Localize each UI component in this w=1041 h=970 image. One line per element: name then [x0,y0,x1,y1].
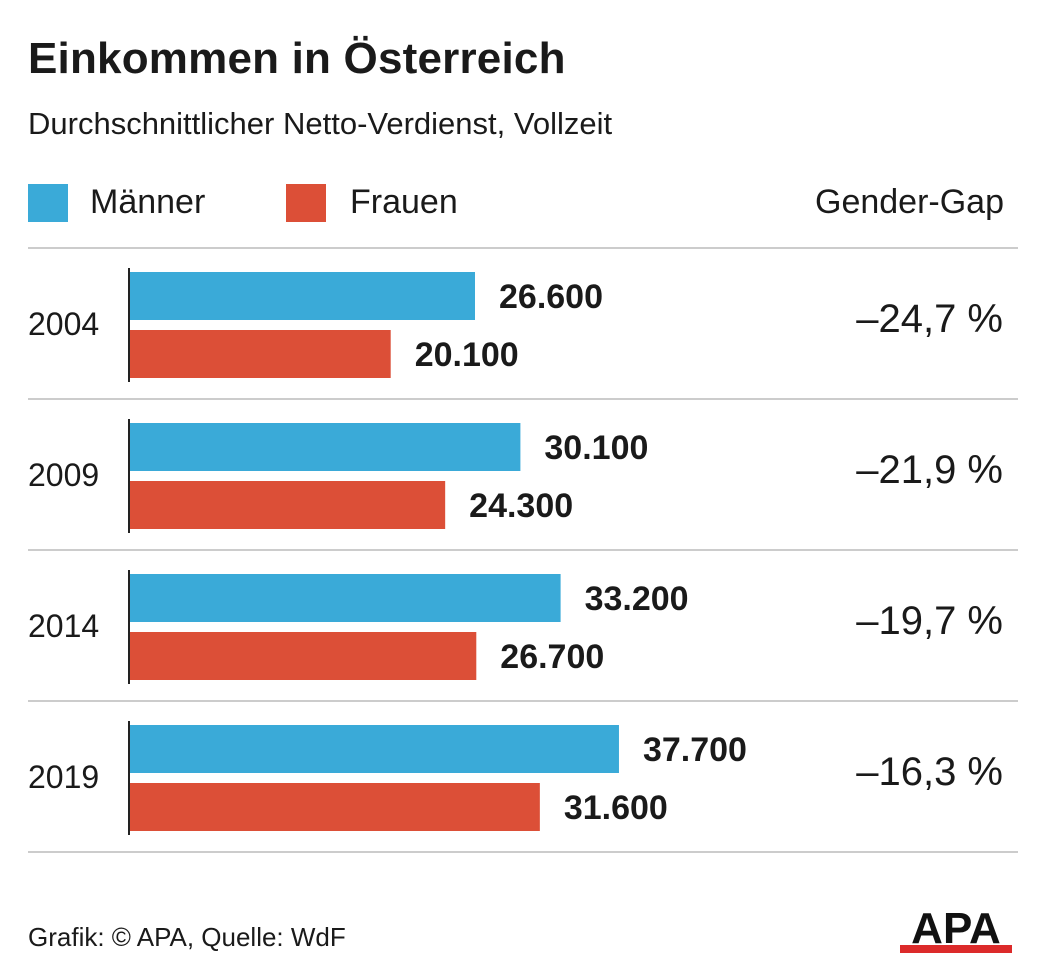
gender-gap-2019: –16,3 % [856,750,1003,794]
value-label-women-2004: 20.100 [415,336,519,374]
year-label-2019: 2019 [28,759,99,795]
year-label-2014: 2014 [28,608,99,644]
legend-swatch-men [28,184,68,222]
bar-men-2014 [130,574,561,622]
apa-logo: APA [900,905,1012,953]
bar-women-2019 [130,783,540,831]
bar-men-2019 [130,725,619,773]
bar-women-2014 [130,632,477,680]
value-label-women-2014: 26.700 [500,638,604,676]
gender-gap-2014: –19,7 % [856,599,1003,643]
year-label-2009: 2009 [28,457,99,493]
gender-gap-2009: –21,9 % [856,448,1003,492]
bar-chart: 2004 26.600 20.100 –24,7 % 2009 30.100 24.300 –… [28,247,1018,853]
gender-gap-2004: –24,7 % [856,297,1003,341]
apa-logo-bar [900,945,1012,953]
bar-women-2004 [130,330,391,378]
legend-swatch-women [286,184,326,222]
value-label-women-2019: 31.600 [564,789,668,827]
value-label-women-2009: 24.300 [469,487,573,525]
legend-label-men: Männer [90,183,206,221]
value-label-men-2004: 26.600 [499,278,603,316]
gender-gap-header: Gender-Gap [815,183,1004,221]
value-label-men-2019: 37.700 [643,731,747,769]
chart-title: Einkommen in Österreich [28,34,566,83]
legend-label-women: Frauen [350,183,458,221]
value-label-men-2009: 30.100 [544,429,648,467]
year-label-2004: 2004 [28,306,99,342]
source-credit: Grafik: © APA, Quelle: WdF [28,922,346,952]
bar-women-2009 [130,481,446,529]
chart-subtitle: Durchschnittlicher Netto-Verdienst, Voll… [28,106,613,141]
value-label-men-2014: 33.200 [585,580,689,618]
bar-men-2009 [130,423,521,471]
bar-men-2004 [130,272,475,320]
